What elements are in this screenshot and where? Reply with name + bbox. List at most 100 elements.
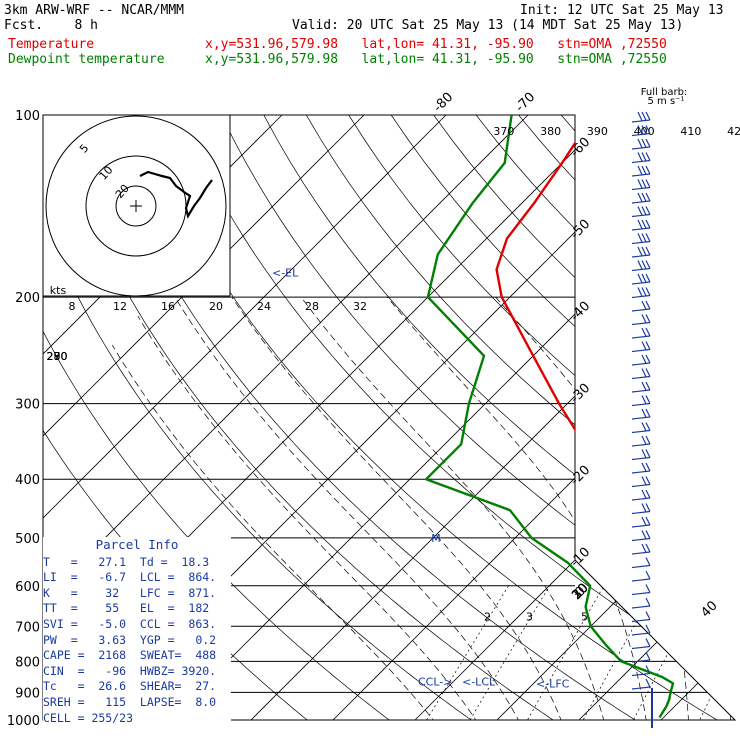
- wind-barb-flag-0-2: [637, 111, 643, 122]
- wind-barb-flag-6-1: [641, 192, 647, 202]
- wind-barb-flag-23-0: [645, 422, 651, 431]
- parcel-row-11: CELL = 255/23: [43, 710, 134, 725]
- isotherm-label--70: -70: [513, 90, 539, 116]
- wind-barb-flag-31-1: [641, 530, 647, 540]
- wind-barb-flag-2-1: [641, 138, 647, 148]
- wind-barb-flag-26-1: [641, 462, 647, 472]
- wind-barb-flag-5-0: [645, 179, 651, 188]
- wind-barb-0: [631, 119, 651, 123]
- theta-label-410: 410: [680, 125, 701, 138]
- wind-barb-flag-11-0: [645, 260, 651, 269]
- wind-barb-12: [631, 281, 651, 285]
- wind-barb-17: [631, 348, 651, 353]
- m-marker: M: [431, 532, 441, 545]
- el-marker: <-EL: [272, 266, 299, 279]
- wind-barb-flag-13-1: [641, 287, 647, 297]
- wind-barb-18: [631, 362, 651, 366]
- wind-barb-flag-21-0: [645, 395, 651, 404]
- wind-barb-flag-1-2: [637, 125, 643, 135]
- hodograph-trace: [139, 170, 213, 219]
- dry-adiabat-440: [730, 115, 735, 720]
- dry-adiabat-310: [178, 115, 735, 720]
- wind-barb-30: [631, 524, 651, 528]
- wind-barb-8: [631, 227, 651, 231]
- wind-barb-26: [631, 470, 651, 474]
- pressure-label-900: 900: [15, 686, 40, 701]
- wind-barb-flag-27-0: [645, 476, 651, 485]
- dry-adiabat-270: [43, 115, 490, 720]
- parcel-info-title: Parcel Info: [95, 537, 179, 552]
- theta-label-420: 420: [727, 125, 740, 138]
- dry-adiabat-300: [136, 115, 735, 720]
- hodograph-scale-32: 32: [353, 300, 367, 313]
- wind-barb-flag-30-0: [645, 516, 651, 526]
- moist-adiabat-25: [495, 296, 690, 720]
- wind-barb-flag-2-2: [637, 138, 643, 149]
- wind-barb-13: [631, 294, 651, 299]
- wind-barb-6: [631, 200, 651, 204]
- wind-barb-flag-5-1: [641, 179, 647, 189]
- hodograph-ring-2: [45, 115, 227, 297]
- lcl-marker: <-LCL: [462, 676, 496, 689]
- dry-adiabat-320: [220, 115, 735, 720]
- isotherm--70: [43, 115, 529, 720]
- mixing-ratio-label-2: 2: [484, 610, 491, 623]
- dry-adiabat-360: [390, 115, 735, 720]
- valid-time: Valid: 20 UTC Sat 25 May 13 (14 MDT Sat …: [292, 18, 684, 33]
- wind-barb-flag-0-0: [645, 111, 651, 121]
- dry-adiabat-330: [263, 115, 735, 720]
- wind-barb-42: [631, 686, 651, 690]
- pressure-label-400: 400: [15, 473, 40, 488]
- hodograph-scale-24: 24: [257, 300, 271, 313]
- wind-barb-flag-41-0: [645, 665, 651, 674]
- pressure-label-100: 100: [15, 109, 40, 124]
- barb-legend-units: 5 m s⁻¹: [648, 96, 685, 107]
- dewpoint-legend-label: Dewpoint temperature: [8, 52, 165, 67]
- parcel-row-3: K = 32 LFC = 871.: [43, 585, 217, 600]
- wind-barb-flag-40-0: [645, 651, 651, 661]
- wind-barb-flag-25-1: [641, 449, 647, 459]
- wind-barb-flag-33-0: [645, 557, 651, 566]
- wind-barb-flag-1-1: [641, 125, 647, 135]
- wind-barb-2: [631, 146, 651, 150]
- moist-adiabat--5: [111, 344, 444, 720]
- wind-barb-flag-25-0: [645, 449, 651, 458]
- wind-barb-31: [631, 537, 651, 542]
- dewpoint-location-info: x,y=531.96,579.98 lat,lon= 41.31, -95.90…: [205, 52, 667, 67]
- wind-barb-flag-16-0: [645, 327, 651, 337]
- wind-barb-flag-12-1: [641, 273, 647, 283]
- mixing-ratio-label-12: 12: [679, 610, 693, 623]
- wind-barb-flag-32-0: [645, 543, 651, 553]
- wind-barb-flag-8-0: [645, 219, 651, 229]
- parcel-row-7: CAPE = 2168 SWEAT= 488: [43, 648, 217, 663]
- wind-barb-flag-6-2: [637, 192, 643, 203]
- wind-barb-34: [631, 578, 651, 582]
- wind-barb-flag-18-0: [645, 354, 651, 364]
- wind-barb-19: [631, 375, 651, 380]
- wind-barb-flag-16-1: [641, 327, 647, 337]
- wind-barb-flag-10-1: [641, 246, 647, 256]
- wind-barb-flag-12-0: [645, 273, 651, 283]
- model-title: 3km ARW-WRF -- NCAR/MMM: [4, 3, 185, 18]
- dry-adiabat-280: [51, 115, 573, 720]
- parcel-row-6: PW = 3.63 YGP = 0.2: [43, 632, 217, 647]
- moist-adiabat-5: [174, 296, 526, 720]
- wind-barb-flag-21-1: [641, 395, 647, 405]
- hodograph-ring-0: [115, 185, 157, 227]
- parcel-row-4: TT = 55 EL = 182: [43, 601, 210, 616]
- wind-barb-21: [631, 402, 651, 407]
- wind-barb-flag-1-0: [645, 125, 651, 134]
- dry-adiabat-350: [348, 115, 735, 720]
- isotherm-20: [660, 115, 735, 720]
- hodograph-scale-20: 20: [209, 300, 223, 313]
- wind-barb-38: [631, 632, 651, 636]
- wind-barb-flag-20-1: [641, 381, 647, 391]
- wind-barb-4: [631, 173, 651, 177]
- isotherm-label--50: -50: [568, 217, 594, 243]
- wind-barb-15: [631, 321, 651, 326]
- wind-barb-flag-14-0: [645, 300, 651, 310]
- wind-barb-3: [631, 159, 651, 164]
- wind-barb-flag-19-0: [645, 368, 651, 377]
- wind-barb-flag-38-0: [645, 624, 651, 634]
- wind-barb-40: [631, 659, 651, 663]
